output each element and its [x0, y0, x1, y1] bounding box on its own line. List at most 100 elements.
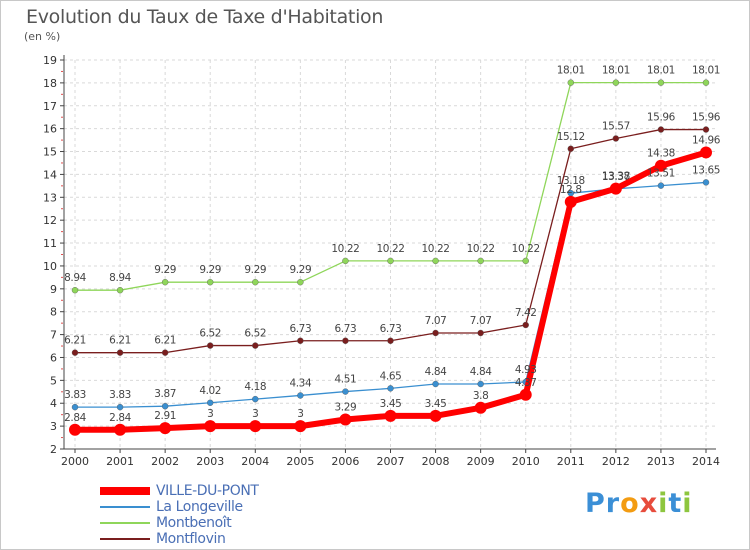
- y-tick-label: 16: [43, 123, 57, 136]
- series-point: [432, 380, 439, 388]
- y-tick-label: 10: [43, 260, 57, 273]
- series-point: [657, 182, 665, 189]
- series-point: [342, 337, 349, 344]
- x-tick-label: 2000: [61, 455, 89, 468]
- data-label: 7.42: [515, 307, 537, 319]
- data-label: 6.52: [244, 328, 266, 340]
- series-point: [429, 409, 442, 422]
- series-point: [474, 401, 487, 414]
- y-tick-label: 13: [43, 191, 57, 204]
- data-label: 4.84: [425, 366, 447, 378]
- series-point: [657, 79, 665, 86]
- series-point: [567, 145, 574, 152]
- data-label: 6.52: [199, 328, 221, 340]
- series-point: [249, 420, 262, 433]
- series-point: [116, 403, 124, 411]
- y-tick-label: 4: [50, 397, 57, 410]
- data-label: 13.37: [602, 171, 630, 183]
- data-label: 3.8: [473, 390, 489, 402]
- x-tick-label: 2008: [422, 455, 450, 468]
- series-point: [522, 257, 529, 265]
- data-label: 13.51: [647, 168, 675, 180]
- series-point: [384, 409, 397, 422]
- data-label: 4.93: [515, 364, 537, 376]
- series-point: [702, 179, 710, 186]
- chart-subtitle: (en %): [24, 30, 61, 43]
- data-label: 15.96: [647, 112, 676, 124]
- x-tick-label: 2003: [196, 455, 224, 468]
- data-label: 2.91: [154, 410, 176, 422]
- series-point: [702, 126, 710, 133]
- legend-label-montbenoit: Montbenoît: [156, 515, 232, 531]
- data-label: 8.94: [109, 272, 131, 284]
- data-label: 10.22: [512, 243, 540, 255]
- y-tick-label: 12: [43, 214, 57, 227]
- data-label: 13.18: [557, 175, 585, 187]
- data-label: 3: [207, 408, 213, 420]
- data-label: 6.73: [380, 323, 402, 335]
- x-tick-label: 2009: [467, 455, 495, 468]
- data-label: 3: [252, 408, 258, 420]
- series-point: [116, 286, 124, 294]
- data-label: 18.01: [647, 65, 675, 77]
- data-label: 18.01: [602, 65, 630, 77]
- y-tick-label: 18: [43, 77, 57, 90]
- legend-label-la-longeville: La Longeville: [156, 499, 243, 515]
- proxiti-logo: Proxiti: [585, 488, 693, 519]
- x-tick-label: 2012: [602, 455, 630, 468]
- series-point: [609, 182, 622, 195]
- legend-swatch-la-longeville: [100, 506, 150, 508]
- x-tick-label: 2002: [151, 455, 179, 468]
- data-label: 3.83: [109, 389, 131, 401]
- data-label: 4.37: [515, 377, 537, 389]
- series-point: [116, 349, 124, 356]
- series-point: [159, 422, 172, 435]
- y-tick-label: 7: [50, 329, 57, 342]
- x-tick-label: 2006: [331, 455, 359, 468]
- series-point: [522, 321, 529, 329]
- legend-item-ville-du-pont: VILLE-DU-PONT: [100, 483, 259, 499]
- legend-swatch-montflovin: [100, 538, 150, 540]
- data-label: 6.21: [64, 335, 86, 347]
- series-point: [519, 388, 532, 401]
- data-label: 6.73: [335, 323, 357, 335]
- series-point: [657, 126, 665, 133]
- data-label: 10.22: [422, 243, 450, 255]
- data-label: 10.22: [331, 243, 359, 255]
- data-label: 15.12: [557, 131, 585, 143]
- data-label: 7.07: [425, 315, 447, 327]
- y-tick-label: 11: [43, 237, 57, 250]
- series-point: [71, 286, 79, 294]
- series-point: [252, 395, 259, 403]
- series-point: [477, 329, 484, 337]
- data-label: 4.02: [199, 385, 221, 397]
- y-tick-label: 5: [50, 374, 57, 387]
- y-tick-label: 8: [50, 306, 57, 319]
- series-point: [564, 195, 577, 208]
- data-label: 10.22: [376, 243, 404, 255]
- series-point: [297, 278, 304, 286]
- y-tick-label: 2: [50, 443, 57, 456]
- x-tick-label: 2004: [241, 455, 269, 468]
- data-label: 4.34: [289, 377, 311, 389]
- data-label: 4.18: [244, 381, 266, 393]
- legend-swatch-montbenoit: [100, 522, 150, 524]
- y-tick-label: 14: [43, 168, 57, 181]
- series-point: [297, 392, 304, 399]
- series-point: [161, 278, 169, 286]
- x-tick-label: 2013: [647, 455, 675, 468]
- logo-letter: i: [658, 488, 669, 519]
- series-point: [207, 278, 214, 286]
- data-label: 3.45: [425, 398, 447, 410]
- data-label: 9.29: [154, 264, 176, 276]
- logo-letter: o: [620, 488, 640, 519]
- legend-label-montflovin: Montflovin: [156, 531, 226, 547]
- y-tick-label: 19: [43, 54, 57, 67]
- series-point: [387, 257, 394, 265]
- data-label: 18.01: [557, 65, 585, 77]
- series-point: [294, 420, 307, 433]
- logo-letter: x: [639, 488, 659, 519]
- data-label: 3: [297, 408, 303, 420]
- y-tick-label: 15: [43, 146, 57, 159]
